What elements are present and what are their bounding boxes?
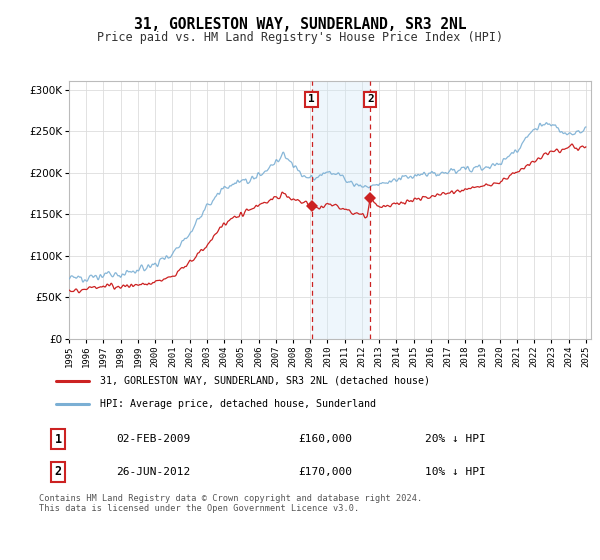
- Text: Contains HM Land Registry data © Crown copyright and database right 2024.
This d: Contains HM Land Registry data © Crown c…: [39, 494, 422, 514]
- Text: Price paid vs. HM Land Registry's House Price Index (HPI): Price paid vs. HM Land Registry's House …: [97, 31, 503, 44]
- Text: 1: 1: [308, 95, 315, 105]
- Text: 10% ↓ HPI: 10% ↓ HPI: [425, 467, 486, 477]
- Text: 31, GORLESTON WAY, SUNDERLAND, SR3 2NL (detached house): 31, GORLESTON WAY, SUNDERLAND, SR3 2NL (…: [100, 376, 430, 386]
- Text: HPI: Average price, detached house, Sunderland: HPI: Average price, detached house, Sund…: [100, 399, 376, 409]
- Text: 2: 2: [367, 95, 374, 105]
- Text: 31, GORLESTON WAY, SUNDERLAND, SR3 2NL: 31, GORLESTON WAY, SUNDERLAND, SR3 2NL: [134, 17, 466, 32]
- Text: £160,000: £160,000: [298, 435, 352, 444]
- Bar: [311, 81, 370, 339]
- Text: 26-JUN-2012: 26-JUN-2012: [116, 467, 191, 477]
- Text: 02-FEB-2009: 02-FEB-2009: [116, 435, 191, 444]
- Text: 2: 2: [55, 465, 62, 478]
- Text: 1: 1: [55, 433, 62, 446]
- Text: £170,000: £170,000: [298, 467, 352, 477]
- Text: 20% ↓ HPI: 20% ↓ HPI: [425, 435, 486, 444]
